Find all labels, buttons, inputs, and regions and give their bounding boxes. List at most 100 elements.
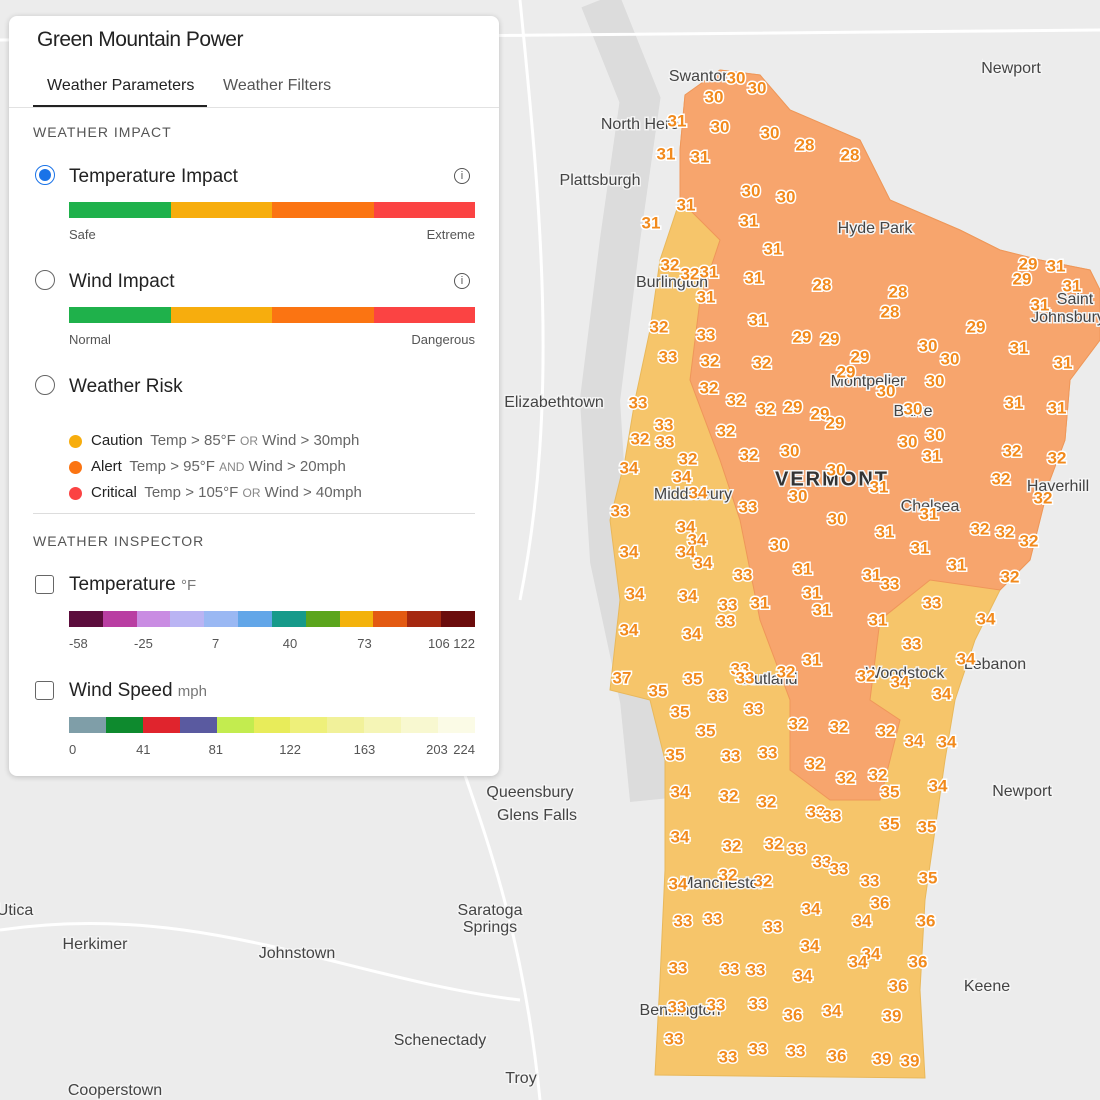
place-label: Burlington [636,274,708,291]
scale-segment [271,611,306,627]
temperature-label: 30 [904,399,923,418]
temperature-label: 29 [967,317,986,336]
info-icon[interactable]: i [454,168,470,184]
risk-operator: OR [240,434,258,448]
temperature-label: 34 [801,936,820,955]
place-label: Rutland [742,671,797,688]
place-label: Newport [992,783,1052,800]
risk-name: Caution [91,432,143,449]
temperature-label: 32 [720,786,739,805]
temperature-label: 30 [727,68,746,87]
control-panel: Green Mountain Power Weather Parameters … [9,16,499,776]
temperature-label: 34 [689,483,708,502]
tick-label: 73 [357,636,372,651]
radio[interactable] [35,165,55,185]
temperature-label: 28 [813,275,832,294]
risk-dot [69,487,82,500]
temperature-label: 32 [877,721,896,740]
checkbox[interactable] [35,681,54,700]
option-label[interactable]: Weather Risk [69,376,183,397]
color-scale [69,611,475,627]
temperature-label: 30 [877,381,896,400]
radio[interactable] [35,375,55,395]
scale-label: Normal [69,332,111,347]
scale-label: Extreme [426,227,475,242]
temperature-label: 34 [688,530,707,549]
divider [33,513,475,514]
scale-segment [327,717,365,733]
temperature-label: 30 [761,123,780,142]
temperature-label: 36 [784,1005,803,1024]
bar-segment [373,202,475,218]
bar-segment [170,202,272,218]
temperature-label: 39 [873,1049,892,1068]
temperature-label: 31 [657,144,676,163]
temperature-label: 36 [871,893,890,912]
place-label: Montpelier [831,373,906,390]
temperature-label: 35 [881,782,900,801]
place-label: Bennington [640,1002,721,1019]
scale-segment [216,717,254,733]
temperature-label: 33 [861,871,880,890]
temperature-label: 34 [620,458,639,477]
temperature-label: 35 [666,745,685,764]
temperature-label: 35 [881,814,900,833]
bar-segment [69,202,171,218]
temperature-label: 33 [719,595,738,614]
temperature-label: 31 [948,555,967,574]
temperature-label: 31 [920,504,939,523]
section-heading: WEATHER IMPACT [33,124,172,140]
temperature-label: 33 [655,415,674,434]
temperature-label: 31 [668,111,687,130]
temperature-label: 34 [671,782,690,801]
temperature-label: 33 [734,565,753,584]
impact-bar [69,307,475,323]
temperature-label: 33 [674,911,693,930]
risk-row: Critical Temp > 105°F OR Wind > 40mph [91,484,362,501]
temperature-label: 32 [789,714,808,733]
scale-segment [407,611,442,627]
option-label[interactable]: Temperature Impact [69,166,238,187]
temperature-label: 33 [611,501,630,520]
temperature-label: 33 [745,699,764,718]
bar-segment [272,307,374,323]
temperature-label: 34 [669,874,688,893]
temperature-label: 31 [751,593,770,612]
temperature-label: 31 [745,268,764,287]
temperature-label: 32 [1003,441,1022,460]
temperature-label: 33 [707,995,726,1014]
temperature-label: 32 [857,666,876,685]
radio[interactable] [35,270,55,290]
tick-label: 7 [211,636,220,651]
scale-segment [179,717,217,733]
tab[interactable]: Weather Filters [223,77,332,94]
risk-row: Caution Temp > 85°F OR Wind > 30mph [91,432,359,449]
temperature-label: 32 [869,765,888,784]
option-label[interactable]: Wind Impact [69,271,175,292]
checkbox[interactable] [35,575,54,594]
temperature-label: 32 [996,522,1015,541]
info-icon[interactable]: i [454,273,470,289]
temperature-label: 32 [719,865,738,884]
temperature-label: 31 [869,610,888,629]
risk-name: Critical [91,484,137,501]
temperature-label: 33 [739,497,758,516]
temperature-label: 39 [901,1051,920,1070]
tick-label: -25 [134,636,153,651]
temperature-label: 32 [837,768,856,787]
place-label: Saratoga [458,902,523,919]
risk-operator: OR [242,486,261,500]
temperature-label: 33 [704,909,723,928]
impact-bar [69,202,475,218]
temperature-label: 33 [787,1041,806,1060]
temperature-label: 31 [677,195,696,214]
temperature-label: 33 [665,1029,684,1048]
temperature-label: 33 [923,593,942,612]
tab[interactable]: Weather Parameters [47,77,195,94]
temperature-label: 32 [765,834,784,853]
place-labels: Swanton North Hero Plattsburgh Hyde Park New… [0,59,1100,1100]
tab-indicator [33,105,207,107]
temperature-label: 30 [926,371,945,390]
